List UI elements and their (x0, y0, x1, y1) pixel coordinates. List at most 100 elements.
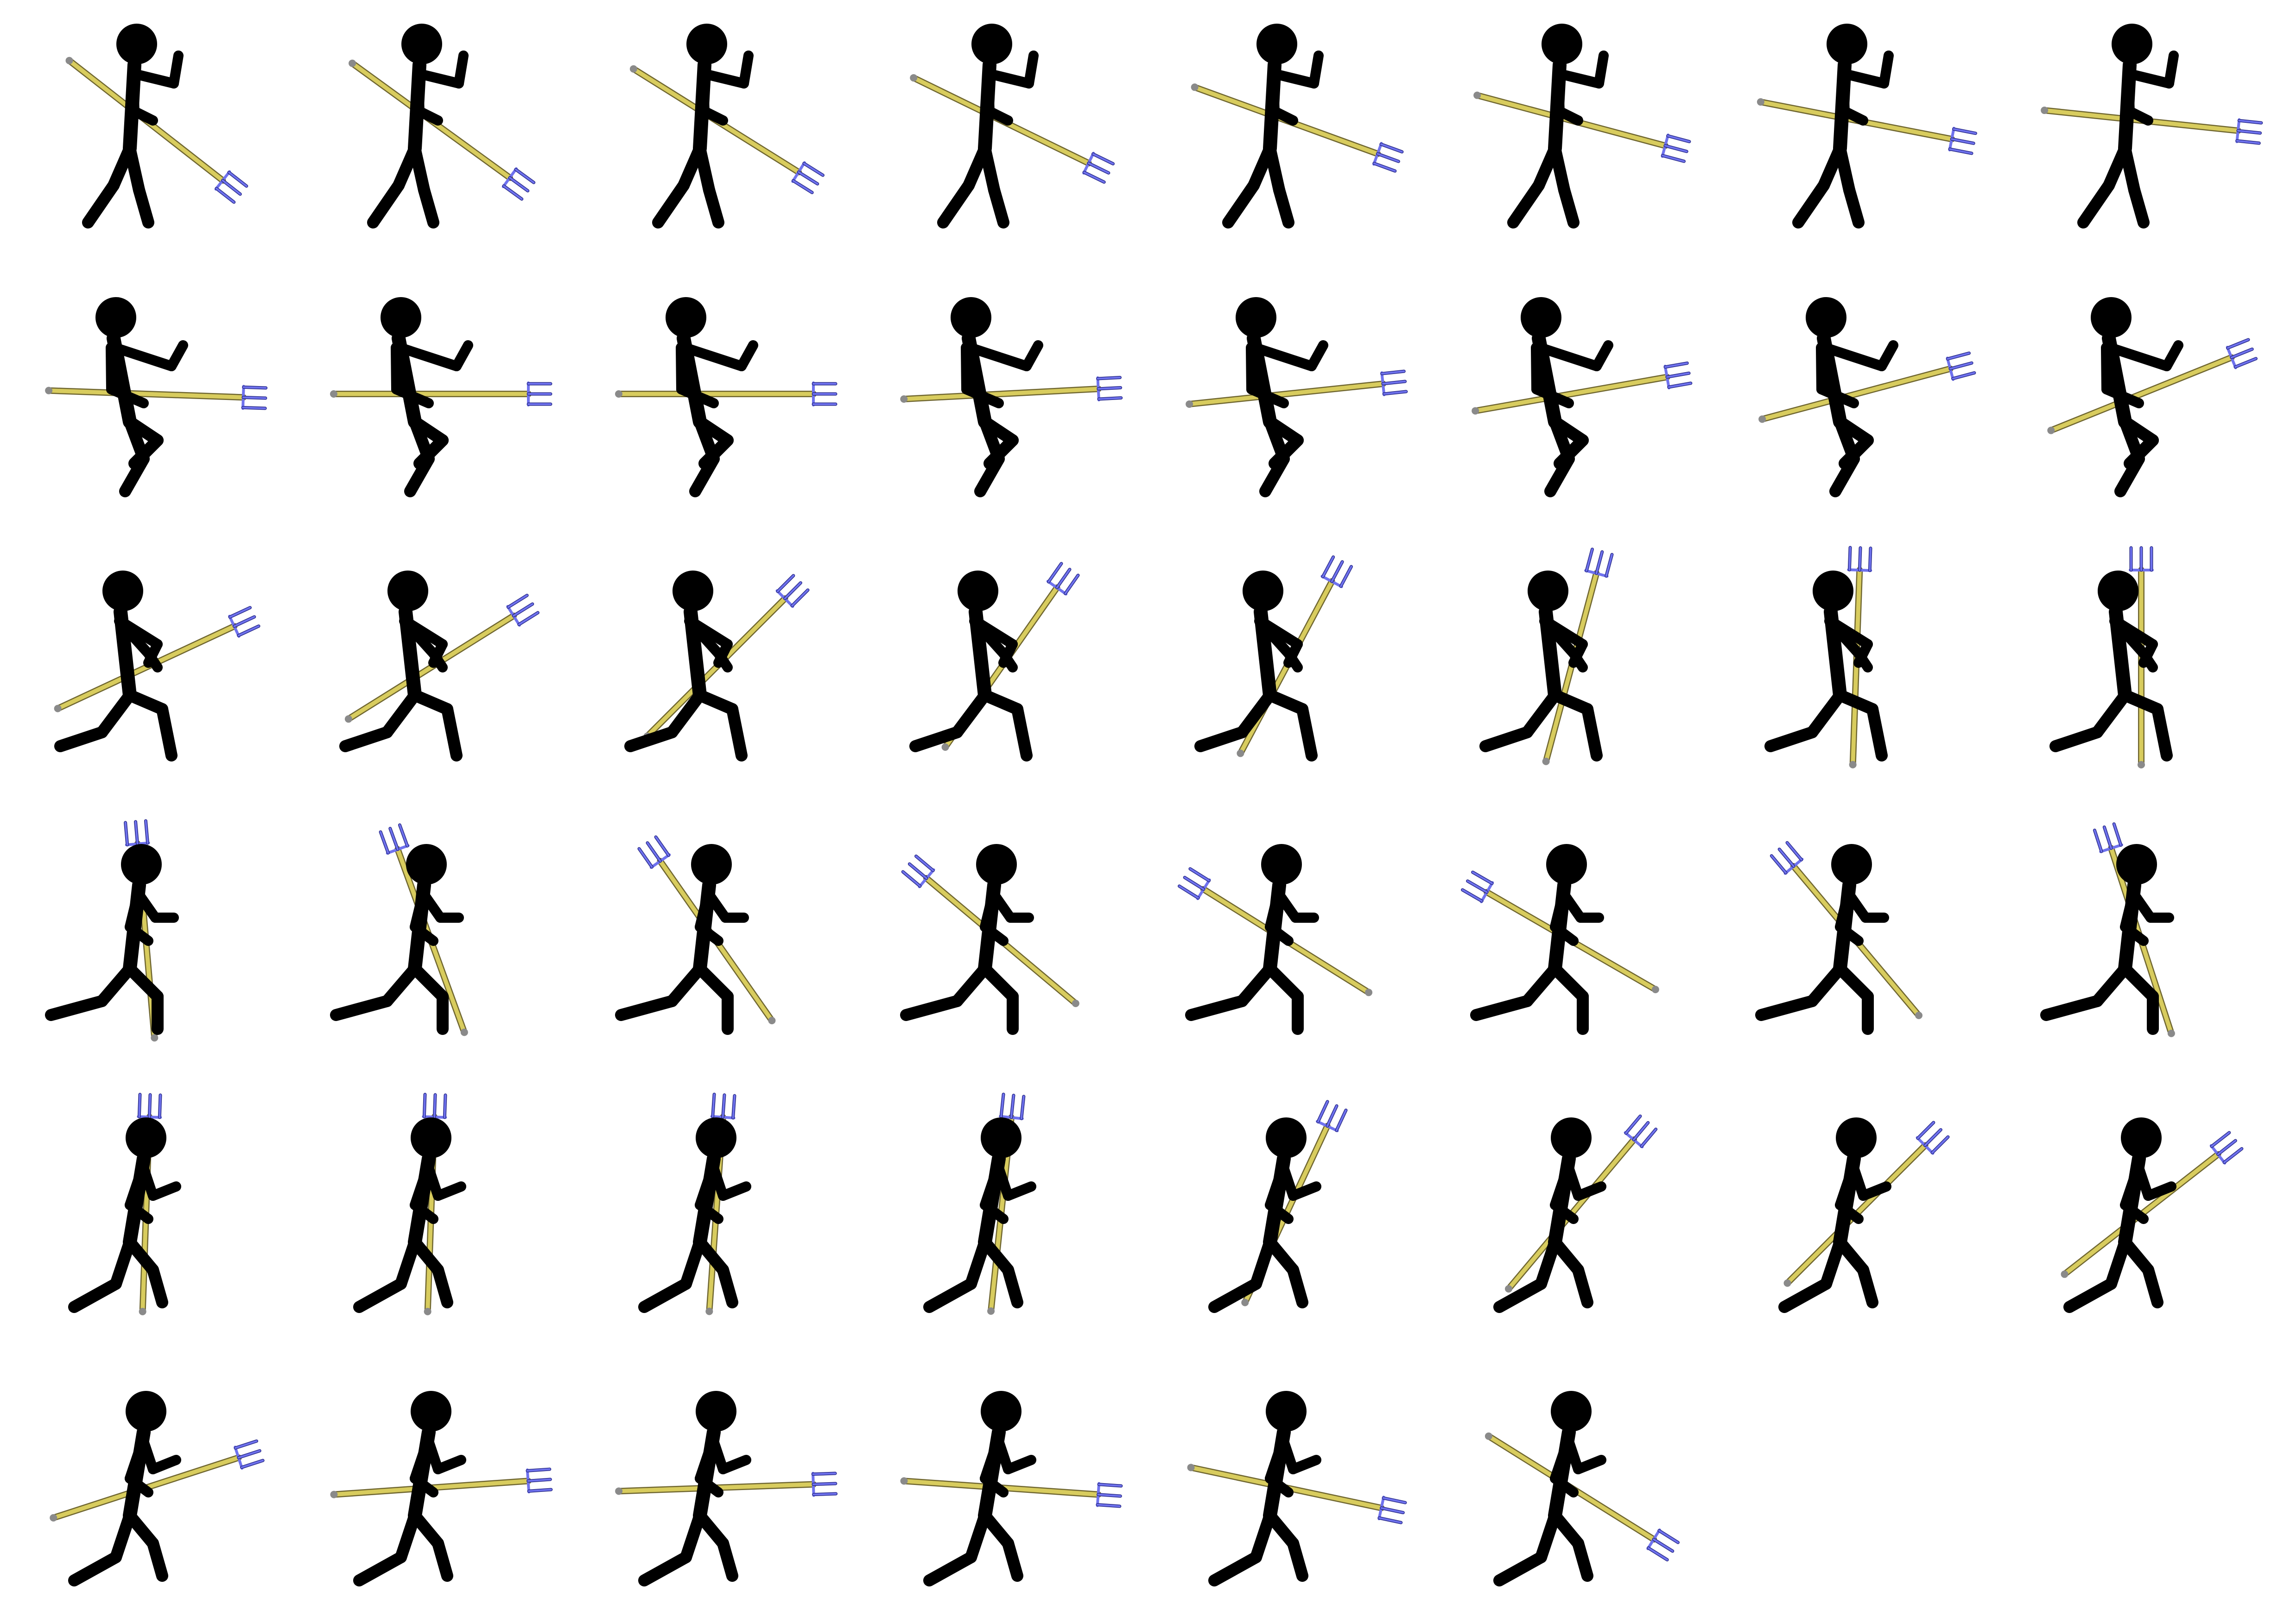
arm-upper (1835, 1163, 1858, 1210)
leg-shin (68, 1551, 122, 1586)
trident (2041, 107, 2263, 145)
arm-upper (701, 69, 749, 89)
trident-prong (124, 821, 128, 846)
leg-shin (717, 1537, 738, 1582)
head (673, 571, 713, 611)
trident-shaft (1187, 381, 1385, 406)
arm-upper (1550, 889, 1568, 932)
arm-upper (698, 69, 710, 116)
trident-prong (798, 171, 818, 185)
trident-prongs (1372, 142, 1404, 173)
arm-upper (1550, 1163, 1573, 1210)
trident-prong (138, 1093, 141, 1118)
arm-forearm (1246, 384, 1289, 408)
arm-forearm (1592, 340, 1613, 371)
leg-shin (2114, 453, 2145, 497)
trident-prong (502, 185, 523, 200)
arm-upper (416, 69, 464, 89)
sprite-frame (353, 1092, 466, 1315)
arm-forearm (1840, 106, 1868, 126)
sprite-frame (1485, 1391, 1680, 1586)
head (691, 844, 732, 885)
head (126, 1117, 166, 1158)
leg-shin (82, 179, 120, 228)
trident-prong (2230, 348, 2253, 359)
trident-prong (1381, 370, 1405, 375)
sprite-frame (1764, 546, 1888, 768)
leg-shin (2063, 1278, 2117, 1313)
stick-figure (54, 571, 178, 761)
trident-prong (1647, 1547, 1669, 1561)
trident-prong (1056, 568, 1071, 589)
sprite-frame (900, 844, 1079, 1035)
trident-prongs (1948, 127, 1977, 155)
head (686, 24, 727, 64)
head (1827, 24, 1867, 64)
stick-figure (909, 571, 1033, 761)
trident-prong (1382, 1497, 1406, 1504)
arm-forearm (1024, 51, 1039, 89)
arm-forearm (695, 1200, 723, 1224)
trident-prong (2113, 823, 2122, 846)
head (666, 297, 706, 338)
trident-prong (1595, 551, 1603, 575)
trident-prong (1605, 553, 1613, 577)
arm-forearm (1531, 384, 1574, 408)
stick-figure (1222, 24, 1324, 228)
arm-forearm (428, 648, 448, 672)
stick-figure (367, 24, 469, 228)
trident-butt-cap (1485, 1432, 1492, 1440)
trident-prong (1098, 1483, 1122, 1487)
trident-prong (803, 162, 824, 177)
trident-prong (1335, 1109, 1347, 1131)
stick-figure (1236, 297, 1328, 497)
sprite-frame (45, 297, 268, 497)
trident-prong (242, 386, 267, 389)
arm-forearm (433, 1181, 466, 1201)
trident-prong (2237, 129, 2261, 134)
trident-prong (1778, 848, 1795, 868)
leg-shin (367, 179, 405, 228)
trident-prong (2094, 829, 2103, 853)
stick-figure (1778, 1117, 1891, 1313)
sprite-frame (1473, 24, 1691, 228)
leg-thigh (666, 689, 706, 738)
leg-shin (1755, 995, 1818, 1021)
trident-prong (528, 1488, 552, 1492)
arm-upper (980, 1436, 1002, 1484)
arm-upper (986, 69, 1034, 89)
trident-prong (1097, 376, 1121, 380)
trident-prongs (124, 819, 150, 847)
stick-figure (1185, 844, 1319, 1035)
leg-thigh (96, 963, 136, 1007)
arm-upper (680, 343, 747, 371)
trident-prong (791, 589, 809, 607)
sprite-frame (1461, 844, 1659, 1035)
trident-prong (1859, 547, 1862, 571)
leg-thigh (1549, 142, 1570, 196)
leg-shin (2142, 1264, 2163, 1308)
leg-shin (652, 179, 690, 228)
trident-butt-cap (2167, 1029, 2175, 1037)
arm-upper (1254, 616, 1294, 659)
stick-figure (666, 297, 758, 497)
leg-shin (404, 453, 435, 497)
trident-butt-cap (900, 1477, 908, 1485)
trident (2129, 546, 2154, 768)
trident-prong (242, 406, 266, 409)
head (2116, 844, 2157, 885)
trident-prong (2236, 140, 2260, 144)
trident-prong (2227, 338, 2249, 349)
trident-prong (1948, 148, 1973, 154)
arm-upper (1550, 1436, 1573, 1484)
trident-butt-cap (705, 1307, 713, 1315)
trident (45, 385, 268, 410)
arm-upper (695, 1436, 717, 1484)
leg-thigh (395, 1236, 421, 1290)
stick-figure (1764, 571, 1888, 761)
leg-shin (156, 703, 178, 761)
leg-shin (418, 184, 439, 228)
trident-prong (1916, 1122, 1935, 1139)
trident-prong (1098, 397, 1122, 400)
trident-prong (1668, 382, 1692, 388)
